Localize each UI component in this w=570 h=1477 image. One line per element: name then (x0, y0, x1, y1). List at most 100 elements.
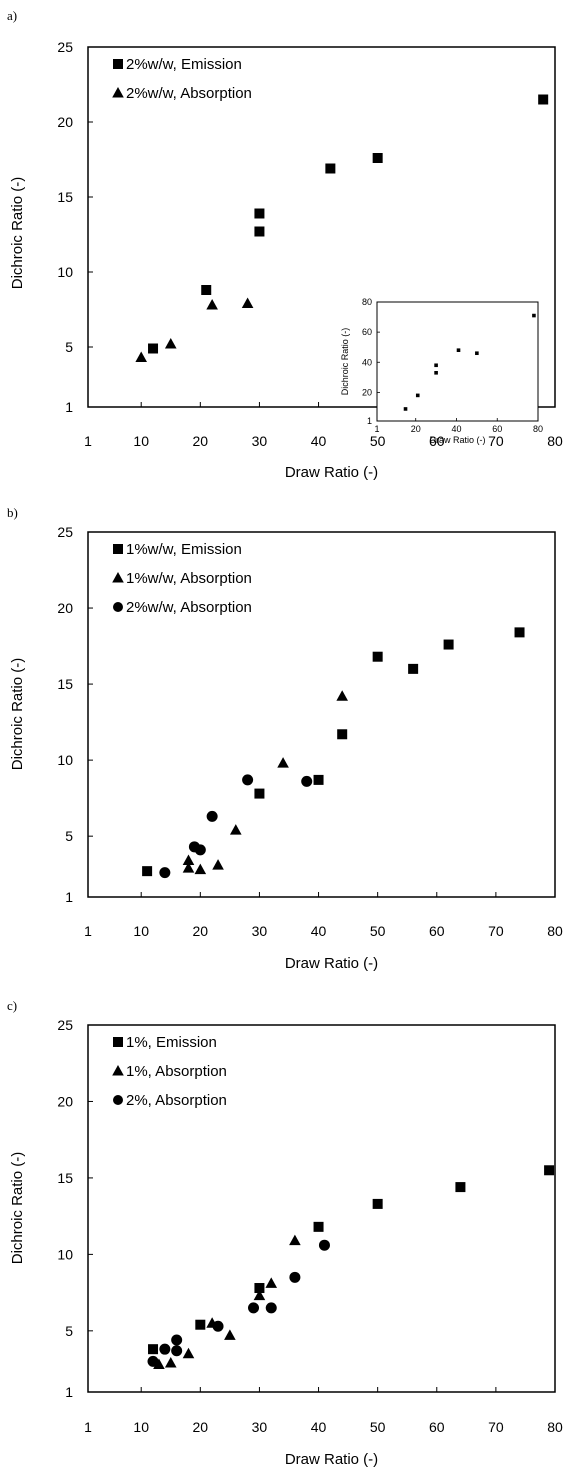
x-tick-label: 70 (488, 923, 504, 939)
data-point-circle (159, 867, 171, 879)
x-tick-label: 30 (252, 923, 268, 939)
inset-x-tick-label: 80 (533, 424, 543, 434)
inset-x-tick-label: 60 (492, 424, 502, 434)
legend-marker-triangle (112, 87, 124, 98)
data-point-square (514, 627, 525, 638)
inset-data-point (403, 407, 408, 411)
data-point-triangle (212, 859, 224, 870)
x-tick-label: 10 (133, 433, 149, 449)
data-point-square (254, 208, 265, 219)
legend-label: 2%, Absorption (126, 1092, 227, 1109)
x-tick-label: 70 (488, 1419, 504, 1435)
legend-marker-square (113, 59, 123, 69)
y-tick-label: 1 (65, 889, 73, 905)
data-point-triangle (277, 757, 289, 768)
data-point-square (544, 1165, 555, 1176)
y-axis-label: Dichroic Ratio (-) (9, 177, 26, 290)
y-axis-label: Dichroic Ratio (-) (9, 1152, 26, 1265)
x-tick-label: 20 (193, 1419, 209, 1435)
data-point-triangle (253, 1289, 266, 1301)
inset-data-point (434, 363, 438, 368)
inset-chart: 1 20 40 60 80 1 20 40 60 80 Draw Ratio (-) Dichroic… (340, 297, 543, 445)
inset-x-tick-label: 20 (411, 424, 421, 434)
x-tick-label: 50 (370, 433, 386, 449)
legend-marker-circle (113, 602, 123, 612)
data-point-square (455, 1182, 466, 1193)
plot-frame (87, 1024, 556, 1393)
data-point-triangle (153, 1358, 165, 1369)
y-tick-label: 25 (57, 39, 73, 55)
legend-marker-circle (113, 1095, 123, 1105)
inset-y-axis-label: Dichroic Ratio (-) (340, 328, 350, 396)
data-point-circle (212, 1320, 224, 1332)
y-axis-label: Dichroic Ratio (-) (9, 658, 26, 771)
y-tick-label: 5 (65, 339, 73, 355)
x-tick-label: 1 (84, 923, 92, 939)
panel-label: c) (7, 998, 17, 1013)
panel-label: a) (7, 8, 17, 23)
x-tick-label: 80 (547, 1419, 563, 1435)
inset-y-tick-label: 1 (367, 416, 372, 426)
plot-frame (87, 531, 556, 898)
x-tick-label: 80 (547, 433, 563, 449)
data-point-square (142, 866, 153, 877)
y-tick-label: 10 (57, 752, 73, 768)
data-point-triangle (289, 1234, 301, 1246)
data-point-circle (159, 1343, 171, 1355)
inset-y-tick-label: 40 (362, 357, 372, 367)
data-point-triangle (182, 854, 195, 865)
legend-label: 1%, Emission (126, 1034, 217, 1051)
x-tick-label: 50 (370, 1419, 386, 1435)
y-tick-label: 25 (57, 1017, 73, 1033)
data-point-triangle (135, 351, 148, 362)
x-tick-label: 80 (547, 923, 563, 939)
inset-data-point (532, 313, 536, 318)
inset-x-tick-label: 40 (451, 424, 461, 434)
x-tick-label: 30 (252, 433, 268, 449)
y-tick-label: 1 (65, 1384, 73, 1400)
y-tick-label: 25 (57, 524, 73, 540)
data-point-square (148, 343, 159, 354)
data-point-square (313, 1221, 324, 1232)
data-point-circle (147, 1355, 159, 1367)
inset-y-tick-label: 20 (362, 387, 372, 397)
data-point-square (538, 94, 549, 105)
y-tick-label: 20 (57, 114, 73, 130)
legend-marker-triangle (112, 572, 124, 583)
data-point-circle (206, 810, 218, 822)
data-point-square (313, 774, 324, 785)
data-point-circle (301, 775, 313, 787)
data-point-triangle (164, 338, 177, 349)
data-point-triangle (224, 1329, 236, 1340)
y-tick-label: 1 (65, 399, 73, 415)
y-tick-label: 20 (57, 1093, 73, 1109)
inset-data-point (475, 351, 479, 356)
x-tick-label: 40 (311, 433, 327, 449)
inset-data-point (415, 393, 420, 398)
legend-label: 2%w/w, Emission (126, 56, 242, 73)
x-tick-label: 10 (133, 923, 149, 939)
data-point-circle (171, 1345, 183, 1357)
inset-frame (376, 301, 539, 422)
legend-marker-square (113, 1037, 123, 1047)
x-tick-label: 70 (488, 433, 504, 449)
y-tick-label: 10 (57, 1246, 73, 1262)
y-tick-label: 5 (65, 1323, 73, 1339)
data-point-square (372, 1198, 383, 1209)
x-tick-label: 30 (252, 1419, 268, 1435)
plot-frame (87, 46, 556, 408)
inset-x-tick-label: 1 (374, 424, 379, 434)
data-point-square (195, 1319, 206, 1330)
legend-marker-square (113, 544, 123, 554)
data-point-circle (194, 844, 206, 856)
data-point-square (254, 226, 265, 237)
x-tick-label: 20 (193, 433, 209, 449)
data-point-square (148, 1344, 159, 1355)
y-tick-label: 15 (57, 676, 73, 692)
x-tick-label: 60 (429, 1419, 445, 1435)
data-point-circle (171, 1334, 183, 1346)
data-point-triangle (182, 862, 195, 873)
y-tick-label: 10 (57, 264, 73, 280)
